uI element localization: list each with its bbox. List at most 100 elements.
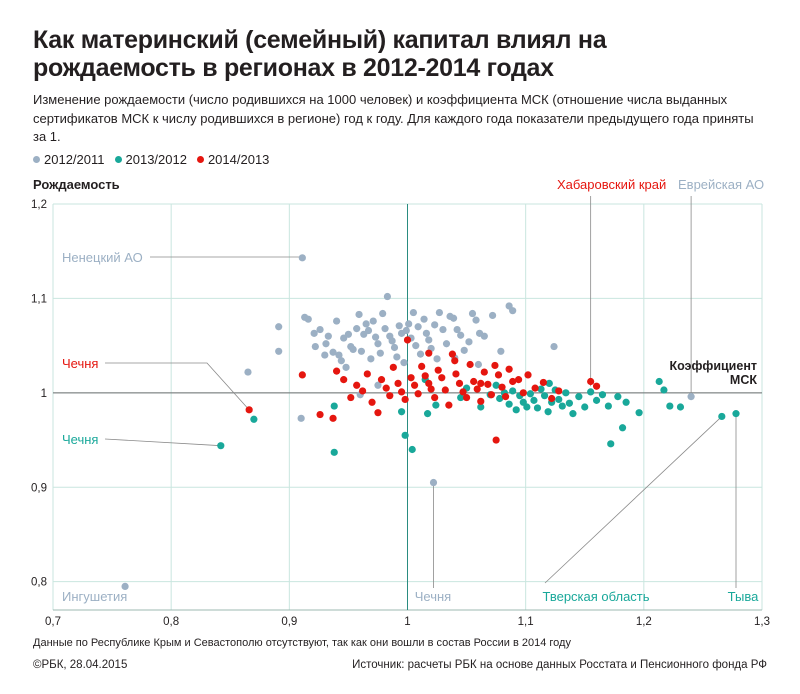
data-point (455, 379, 464, 387)
data-point (379, 309, 387, 318)
data-point (217, 442, 225, 450)
data-point (402, 326, 410, 335)
data-point (429, 478, 438, 487)
data-point (460, 346, 468, 354)
data-point (451, 357, 459, 365)
y-tick-label: 0,9 (31, 482, 47, 494)
data-point (329, 348, 337, 356)
data-point (487, 391, 495, 399)
data-point (367, 355, 375, 363)
data-point (732, 410, 740, 418)
data-point (364, 326, 373, 335)
data-point (449, 314, 458, 322)
y-tick-label: 0,8 (31, 577, 47, 589)
data-point (369, 317, 377, 325)
y-tick-label: 1,2 (31, 199, 47, 211)
data-point (604, 402, 612, 410)
data-point (395, 322, 403, 330)
legend-item-2014: 2014/2013 (196, 152, 270, 167)
annotation-label: Ненецкий АО (62, 250, 143, 265)
data-point (492, 381, 500, 389)
data-point (330, 448, 338, 456)
legend-label: 2014/2013 (207, 152, 270, 167)
data-point (470, 377, 478, 386)
data-point (401, 395, 409, 404)
source-prefix: Источник: (352, 659, 408, 671)
x-axis-title: МСК (730, 373, 757, 387)
data-point (509, 377, 517, 386)
data-point (322, 340, 330, 348)
data-point (445, 401, 453, 409)
data-point (374, 381, 382, 389)
x-tick-label: 0,9 (281, 616, 297, 628)
data-point (397, 408, 406, 416)
data-point (418, 362, 426, 370)
data-point (374, 340, 382, 348)
data-point (555, 395, 563, 404)
data-point (488, 311, 497, 320)
data-point (377, 376, 386, 384)
data-point (298, 254, 306, 262)
footnote: Данные по Республике Крым и Севастополю … (33, 637, 571, 649)
data-point (498, 383, 506, 391)
data-point (655, 377, 663, 386)
data-point (548, 394, 556, 403)
data-point (484, 380, 492, 388)
x-tick-label: 1,2 (636, 616, 652, 628)
data-point (357, 347, 366, 355)
data-point (514, 376, 523, 384)
data-point (376, 349, 384, 357)
data-point (491, 361, 499, 370)
data-point (407, 374, 415, 382)
data-point (250, 415, 258, 423)
data-point (660, 386, 668, 394)
data-point (335, 351, 343, 359)
data-point (524, 371, 532, 379)
x-axis-title: Коэффициент (669, 359, 757, 373)
source: Источник: расчеты РБК на основе данных Р… (352, 659, 767, 671)
data-point (545, 379, 553, 387)
data-point (425, 349, 433, 357)
data-point (401, 431, 409, 439)
data-point (344, 330, 353, 338)
chart-subtitle: Изменение рождаемости (число родившихся … (33, 92, 754, 144)
data-point (435, 308, 444, 317)
data-point (434, 366, 442, 374)
x-tick-label: 0,8 (163, 616, 179, 628)
data-point (452, 370, 460, 378)
data-point (358, 387, 367, 395)
data-point (635, 409, 643, 417)
data-point (363, 370, 371, 378)
legend-item-2013: 2013/2012 (114, 152, 187, 167)
data-point (477, 397, 485, 405)
data-point (466, 360, 474, 369)
data-point (505, 400, 513, 408)
legend-label: 2012/2011 (44, 152, 105, 167)
data-point (275, 347, 283, 355)
data-point (298, 371, 306, 379)
data-point (666, 402, 674, 410)
data-point (311, 342, 319, 351)
data-point (353, 381, 361, 389)
data-point (410, 381, 419, 389)
legend-label: 2013/2012 (125, 152, 187, 167)
data-point (337, 357, 345, 365)
data-point (523, 403, 531, 411)
data-point (526, 390, 534, 398)
y-axis-label: Рождаемость (33, 177, 120, 192)
data-point (304, 315, 312, 323)
data-point (408, 445, 416, 454)
data-point (431, 321, 439, 329)
data-point (468, 309, 477, 318)
data-point (497, 347, 505, 355)
data-point (121, 582, 129, 590)
data-point (575, 393, 583, 401)
annotation-label: Чечня (415, 589, 451, 604)
data-point (622, 398, 630, 406)
data-point (439, 325, 447, 334)
annotation-label: Тверская область (542, 589, 649, 604)
data-point (374, 409, 382, 417)
data-point (397, 388, 406, 396)
data-point (540, 392, 549, 400)
